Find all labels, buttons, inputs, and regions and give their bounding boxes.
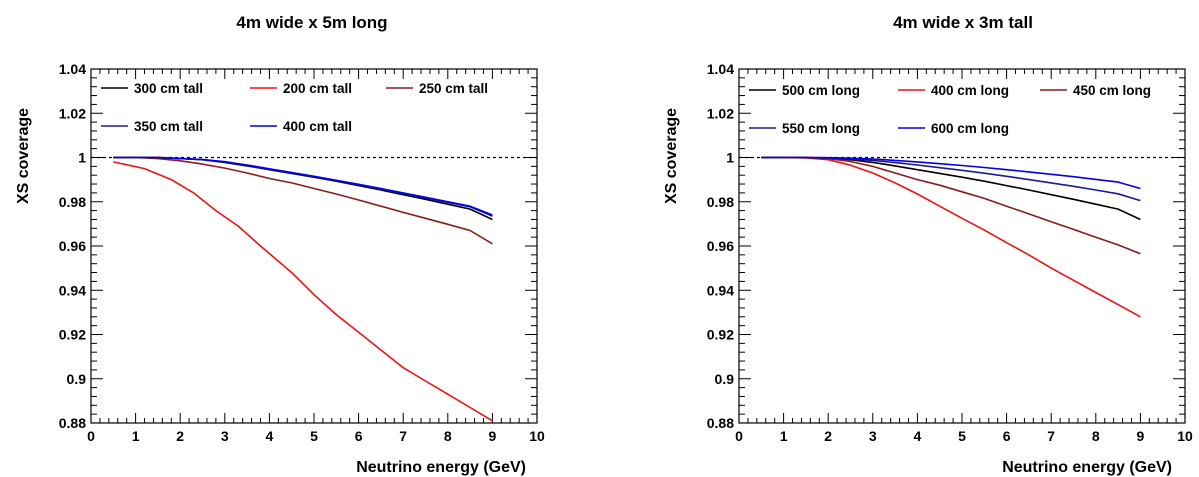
x-tick-label: 7	[1047, 428, 1055, 444]
x-tick-label: 6	[355, 428, 363, 444]
x-axis-label: Neutrino energy (GeV)	[1002, 459, 1172, 476]
chart-panel-right: 4m wide x 3m tall XS coverage Neutrino e…	[663, 13, 1193, 476]
series-line-4	[113, 156, 493, 217]
data-series-group	[761, 156, 1141, 318]
x-tick-label: 9	[1137, 428, 1145, 444]
series-line-1	[113, 156, 493, 221]
x-tick-label: 1	[132, 428, 140, 444]
series-line-5	[761, 156, 1141, 190]
y-tick-label: 0.92	[707, 327, 734, 343]
legend-label: 250 cm tall	[419, 81, 488, 96]
x-tick-label: 0	[735, 428, 743, 444]
x-tick-label: 3	[221, 428, 229, 444]
y-tick-label: 1.02	[59, 105, 86, 121]
x-tick-label: 2	[824, 428, 832, 444]
series-line-2	[761, 156, 1141, 318]
axis-ticks: 0 1 2 3 4 5 6 7 8 9 10 0.88 0.9 0.92 0.94 0.96 0.98 1 1.02…	[59, 61, 545, 444]
x-tick-label: 4	[266, 428, 274, 444]
axis-ticks: 0 1 2 3 4 5 6 7 8 9 10 0.88 0.9 0.92 0.94 0.96 0.98 1 1.02…	[707, 61, 1193, 444]
y-tick-label: 1.04	[59, 61, 86, 77]
legend-label: 600 cm long	[931, 121, 1009, 136]
legend-label: 350 cm tall	[134, 119, 203, 134]
x-tick-label: 8	[1092, 428, 1100, 444]
x-tick-label: 4	[914, 428, 922, 444]
y-tick-label: 0.88	[707, 415, 734, 431]
y-axis-label: XS coverage	[663, 108, 680, 204]
series-line-2	[113, 161, 493, 422]
series-line-3	[113, 156, 493, 245]
x-tick-label: 5	[310, 428, 318, 444]
y-tick-label: 0.94	[59, 282, 86, 298]
y-tick-label: 0.94	[707, 282, 734, 298]
plot-frame	[90, 68, 538, 424]
y-tick-label: 1.04	[707, 61, 734, 77]
x-tick-label: 10	[529, 428, 545, 444]
y-tick-label: 0.98	[59, 194, 86, 210]
x-tick-label: 8	[444, 428, 452, 444]
chart-title: 4m wide x 3m tall	[893, 13, 1033, 32]
y-tick-label: 1	[78, 150, 86, 166]
y-tick-label: 1	[726, 150, 734, 166]
y-tick-label: 0.96	[707, 238, 734, 254]
x-tick-label: 2	[176, 428, 184, 444]
x-tick-label: 9	[489, 428, 497, 444]
series-line-5	[113, 156, 493, 216]
x-tick-label: 10	[1177, 428, 1193, 444]
y-tick-label: 0.9	[715, 371, 735, 387]
y-tick-label: 0.88	[59, 415, 86, 431]
legend-label: 300 cm tall	[134, 81, 203, 96]
y-tick-label: 0.92	[59, 327, 86, 343]
legend: 500 cm long 400 cm long 450 cm long 550 cm …	[749, 83, 1151, 136]
legend-label: 450 cm long	[1073, 83, 1151, 98]
legend-label: 200 cm tall	[283, 81, 352, 96]
y-tick-label: 0.9	[67, 371, 87, 387]
y-tick-label: 0.96	[59, 238, 86, 254]
y-tick-label: 0.98	[707, 194, 734, 210]
x-tick-label: 3	[869, 428, 877, 444]
x-tick-label: 5	[958, 428, 966, 444]
x-tick-label: 0	[87, 428, 95, 444]
y-tick-label: 1.02	[707, 105, 734, 121]
legend-label: 400 cm long	[931, 83, 1009, 98]
legend-label: 500 cm long	[782, 83, 860, 98]
legend: 300 cm tall 200 cm tall 250 cm tall 350 cm …	[101, 81, 488, 134]
data-series-group	[113, 156, 493, 422]
x-tick-label: 7	[399, 428, 407, 444]
legend-label: 400 cm tall	[283, 119, 352, 134]
chart-title: 4m wide x 5m long	[236, 13, 387, 32]
legend-label: 550 cm long	[782, 121, 860, 136]
x-tick-label: 1	[780, 428, 788, 444]
x-axis-label: Neutrino energy (GeV)	[356, 459, 526, 476]
y-axis-label: XS coverage	[15, 108, 32, 204]
chart-panel-left: 4m wide x 5m long XS coverage Neutrino e…	[15, 13, 545, 476]
plot-frame	[738, 68, 1186, 424]
x-tick-label: 6	[1003, 428, 1011, 444]
series-line-3	[761, 156, 1141, 255]
